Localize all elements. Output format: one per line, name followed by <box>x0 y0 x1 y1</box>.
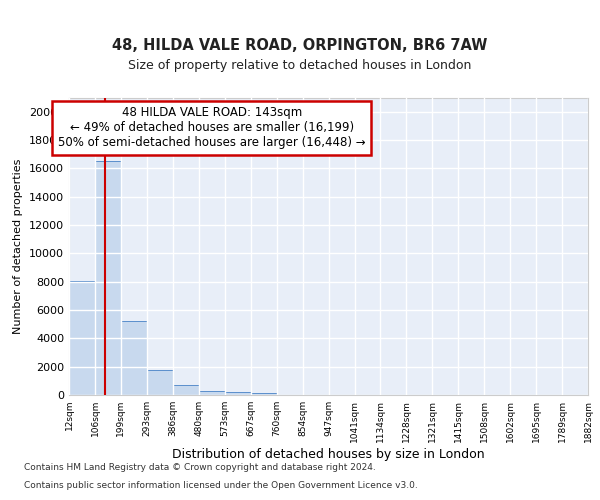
Text: 48, HILDA VALE ROAD, ORPINGTON, BR6 7AW: 48, HILDA VALE ROAD, ORPINGTON, BR6 7AW <box>112 38 488 52</box>
Bar <box>173 385 199 395</box>
Bar <box>224 392 251 395</box>
Bar <box>147 370 173 395</box>
Text: Contains HM Land Registry data © Crown copyright and database right 2024.: Contains HM Land Registry data © Crown c… <box>24 464 376 472</box>
Bar <box>251 393 277 395</box>
Y-axis label: Number of detached properties: Number of detached properties <box>13 158 23 334</box>
Bar <box>121 322 147 395</box>
Bar <box>199 391 224 395</box>
Bar <box>69 281 95 395</box>
X-axis label: Distribution of detached houses by size in London: Distribution of detached houses by size … <box>172 448 485 460</box>
Text: Contains public sector information licensed under the Open Government Licence v3: Contains public sector information licen… <box>24 481 418 490</box>
Text: Size of property relative to detached houses in London: Size of property relative to detached ho… <box>128 60 472 72</box>
Text: 48 HILDA VALE ROAD: 143sqm
← 49% of detached houses are smaller (16,199)
50% of : 48 HILDA VALE ROAD: 143sqm ← 49% of deta… <box>58 106 365 150</box>
Bar <box>95 161 121 395</box>
